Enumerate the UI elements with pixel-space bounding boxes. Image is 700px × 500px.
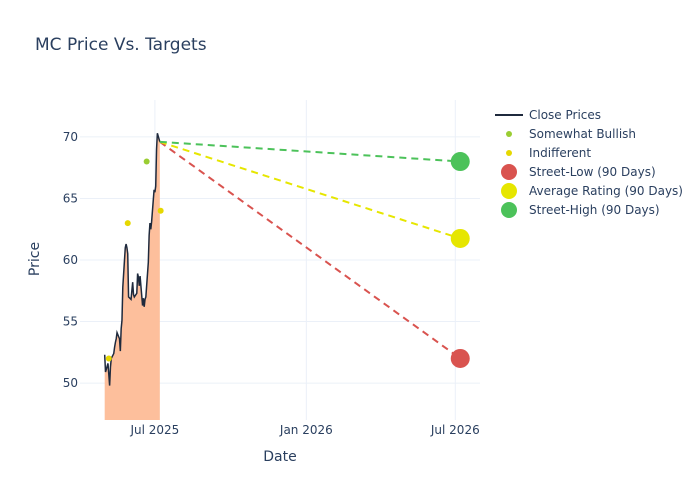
target-marker[interactable] — [450, 348, 470, 368]
y-axis-ticks: 50 55 60 65 70 — [63, 130, 78, 390]
chart-title: MC Price Vs. Targets — [35, 35, 207, 55]
legend-item[interactable]: Average Rating (90 Days) — [501, 183, 683, 199]
legend[interactable]: Close Prices Somewhat Bullish Indifferent S… — [495, 108, 683, 218]
x-tick-label: Jan 2026 — [279, 423, 333, 437]
target-line — [159, 141, 461, 360]
legend-item[interactable]: Somewhat Bullish — [506, 127, 636, 141]
y-tick-label: 70 — [63, 130, 78, 144]
y-tick-label: 55 — [63, 315, 78, 329]
legend-item[interactable]: Indifferent — [506, 146, 591, 160]
analyst-rating-point[interactable] — [124, 220, 131, 227]
close-price-line — [103, 133, 161, 386]
y-tick-label: 60 — [63, 253, 78, 267]
y-tick-label: 50 — [63, 376, 78, 390]
x-axis-ticks: Jul 2025 Jan 2026 Jul 2026 — [129, 423, 479, 437]
legend-marker-swatch — [501, 202, 517, 218]
legend-dot-swatch — [506, 150, 512, 156]
legend-marker-swatch — [501, 183, 517, 199]
legend-item[interactable]: Close Prices — [495, 108, 601, 122]
x-tick-label: Jul 2025 — [129, 423, 179, 437]
legend-item[interactable]: Street-High (90 Days) — [501, 202, 660, 218]
analyst-rating-point[interactable] — [143, 158, 150, 165]
legend-label: Indifferent — [529, 146, 591, 160]
legend-label: Close Prices — [529, 108, 601, 122]
x-axis-title: Date — [263, 449, 296, 465]
y-axis-title: Price — [27, 242, 43, 276]
y-tick-label: 65 — [63, 191, 78, 205]
analyst-rating-point[interactable] — [157, 207, 164, 214]
legend-item[interactable]: Street-Low (90 Days) — [501, 164, 656, 180]
target-line — [159, 140, 461, 240]
x-tick-label: Jul 2026 — [430, 423, 480, 437]
legend-marker-swatch — [501, 164, 517, 180]
legend-dot-swatch — [506, 131, 512, 137]
legend-label: Average Rating (90 Days) — [529, 184, 683, 198]
target-marker[interactable] — [450, 152, 470, 172]
target-line — [159, 140, 461, 163]
target-marker[interactable] — [450, 228, 470, 248]
legend-label: Street-Low (90 Days) — [529, 165, 656, 179]
plot-area — [103, 133, 470, 420]
analyst-rating-point[interactable] — [105, 355, 112, 362]
close-price-area — [104, 133, 160, 420]
legend-label: Somewhat Bullish — [529, 127, 636, 141]
legend-label: Street-High (90 Days) — [529, 203, 660, 217]
